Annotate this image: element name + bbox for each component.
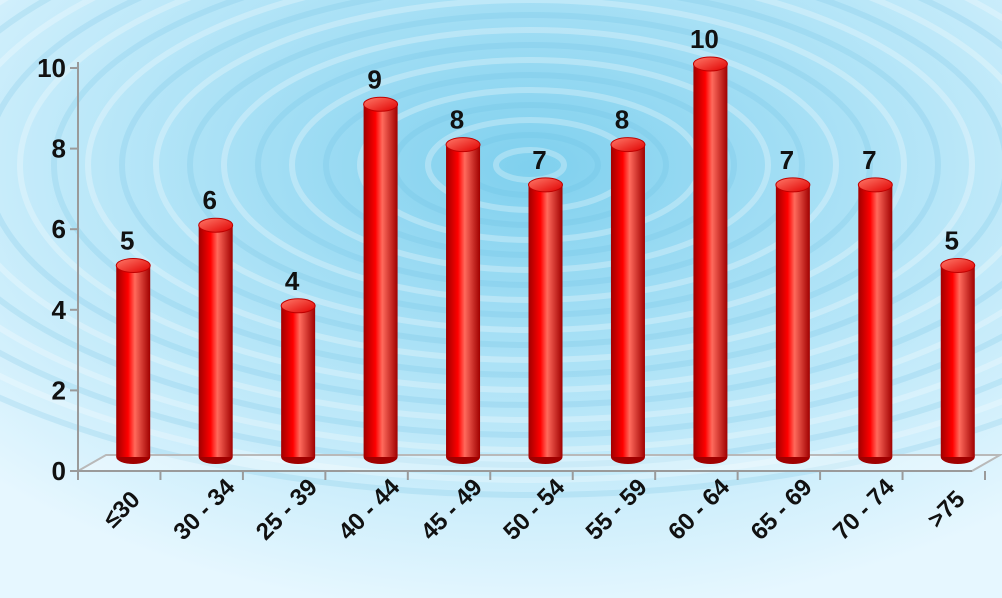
data-label: 4	[285, 266, 300, 296]
bar	[528, 177, 563, 464]
bar	[610, 137, 646, 464]
bar	[857, 177, 893, 464]
y-tick-label: 8	[52, 134, 66, 164]
data-label: 7	[532, 145, 546, 175]
bar	[198, 217, 234, 464]
bar	[445, 137, 481, 464]
data-label: 9	[367, 64, 381, 94]
y-tick-label: 6	[52, 214, 66, 244]
y-tick-label: 0	[52, 456, 66, 486]
bar	[280, 298, 316, 464]
data-label: 6	[202, 185, 216, 215]
data-labels: 5 6 4 9 8 7 8 10 7 7 5	[120, 24, 959, 296]
data-label: 7	[862, 145, 876, 175]
data-label: 7	[780, 145, 794, 175]
bar	[940, 258, 976, 464]
y-tick-label: 4	[52, 295, 67, 325]
data-label: 5	[120, 226, 134, 256]
data-label: 5	[945, 226, 959, 256]
bars	[115, 56, 976, 464]
data-label: 10	[690, 24, 719, 54]
bar	[115, 258, 151, 464]
data-label: 8	[615, 105, 629, 135]
y-tick-label: 10	[37, 53, 66, 83]
bar	[363, 96, 399, 464]
y-axis: 0 2 4 6 8 10	[37, 53, 79, 486]
data-label: 8	[450, 105, 464, 135]
bar	[775, 177, 811, 464]
y-tick-label: 2	[52, 375, 66, 405]
bar	[692, 56, 728, 464]
